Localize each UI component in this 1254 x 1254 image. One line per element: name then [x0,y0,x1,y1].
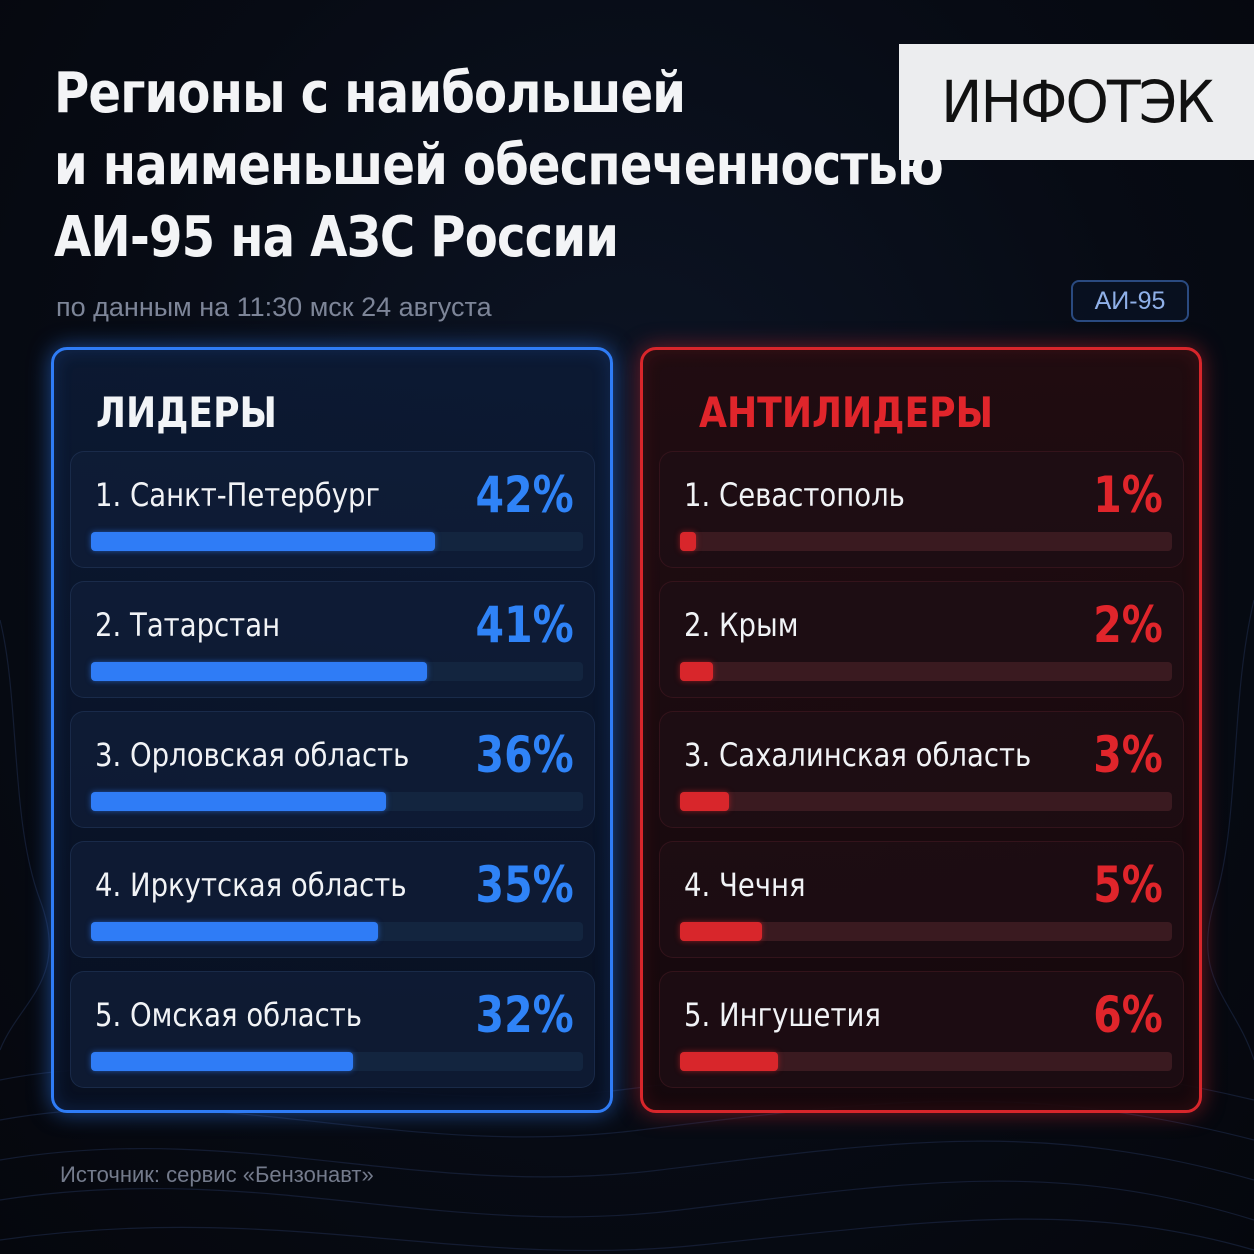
value-label: 36% [475,726,574,784]
fuel-type-badge: АИ-95 [1071,280,1189,322]
title-line-1: Регионы с наибольшей [54,61,686,126]
value-label: 35% [475,856,574,914]
region-label: 4. Иркутская область [95,866,407,904]
bar-track [91,922,583,941]
antileader-row: 2. Крым 2% [659,581,1184,698]
antileaders-panel: АНТИЛИДЕРЫ 1. Севастополь 1% 2. Крым 2% … [640,347,1202,1113]
value-label: 41% [475,596,574,654]
bar-fill [91,922,378,941]
value-label: 6% [1093,986,1163,1044]
antileader-row: 5. Ингушетия 6% [659,971,1184,1088]
leaders-panel: ЛИДЕРЫ 1. Санкт-Петербург 42% 2. Татарст… [51,347,613,1113]
leader-row: 2. Татарстан 41% [70,581,595,698]
source-note: Источник: сервис «Бензонавт» [60,1162,374,1187]
bar-fill [91,792,387,811]
region-label: 3. Орловская область [95,736,410,774]
value-label: 1% [1093,466,1163,524]
subtitle-date: по данным на 11:30 мск 24 августа [56,292,492,322]
bar-fill [680,792,730,811]
bar-track [91,662,583,681]
region-label: 5. Омская область [95,996,362,1034]
bar-track [91,1052,583,1071]
region-label: 2. Татарстан [95,606,281,644]
region-label: 3. Сахалинская область [684,736,1032,774]
value-label: 2% [1093,596,1163,654]
brand-logo: ИНФОТЭК [899,44,1254,160]
logo-text: ИНФОТЭК [940,68,1214,136]
bar-fill [680,922,762,941]
title-line-2: и наименьшей обеспеченностью [54,133,944,198]
value-label: 42% [475,466,574,524]
antileader-row: 1. Севастополь 1% [659,451,1184,568]
value-label: 5% [1093,856,1163,914]
bar-fill [91,532,436,551]
region-label: 5. Ингушетия [684,996,881,1034]
bar-track [680,532,1172,551]
bar-track [680,1052,1172,1071]
bar-track [680,922,1172,941]
leader-row: 5. Омская область 32% [70,971,595,1088]
region-label: 1. Севастополь [684,476,905,514]
value-label: 3% [1093,726,1163,784]
bar-track [91,792,583,811]
leader-row: 3. Орловская область 36% [70,711,595,828]
bar-track [680,662,1172,681]
region-label: 1. Санкт-Петербург [95,476,380,514]
bar-fill [680,532,697,551]
page-title: Регионы с наибольшей и наименьшей обеспе… [54,58,944,274]
region-label: 4. Чечня [684,866,806,904]
bar-fill [680,1052,779,1071]
bar-fill [91,1052,354,1071]
bar-track [680,792,1172,811]
value-label: 32% [475,986,574,1044]
antileader-row: 3. Сахалинская область 3% [659,711,1184,828]
region-label: 2. Крым [684,606,799,644]
antileaders-heading: АНТИЛИДЕРЫ [699,388,994,437]
antileader-row: 4. Чечня 5% [659,841,1184,958]
bar-track [91,532,583,551]
leader-row: 4. Иркутская область 35% [70,841,595,958]
leaders-heading: ЛИДЕРЫ [96,388,277,437]
leader-row: 1. Санкт-Петербург 42% [70,451,595,568]
title-line-3: АИ-95 на АЗС России [54,205,619,270]
bar-fill [91,662,428,681]
bar-fill [680,662,713,681]
